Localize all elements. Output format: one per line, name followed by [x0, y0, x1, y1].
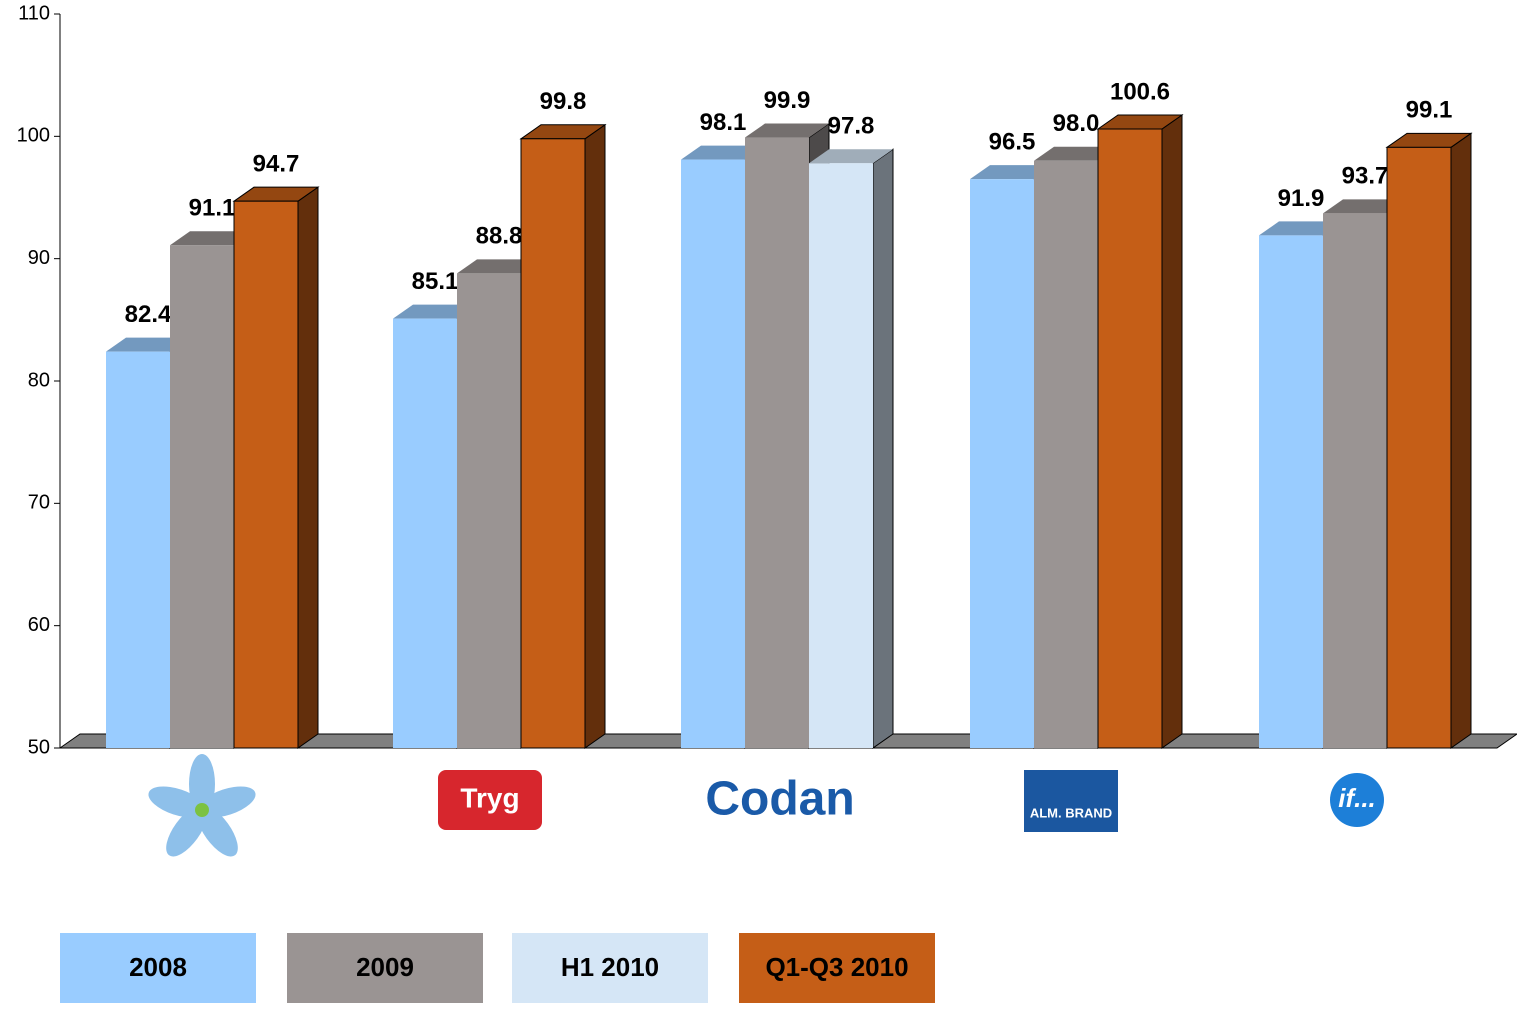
bar-top: [457, 259, 541, 274]
value-label: 96.5: [989, 128, 1036, 155]
value-label: 98.0: [1053, 110, 1100, 137]
value-label: 100.6: [1110, 78, 1170, 105]
bar: [1323, 213, 1387, 749]
bar-top: [170, 231, 254, 246]
bar: [1259, 235, 1323, 748]
y-tick-label: 80: [28, 369, 50, 391]
legend-label: 2009: [356, 952, 414, 982]
y-tick-label: 50: [28, 736, 50, 758]
y-tick-label: 70: [28, 492, 50, 514]
legend-swatch: [287, 933, 483, 1003]
value-label: 82.4: [125, 301, 172, 328]
bar: [681, 159, 745, 748]
bar-side: [1450, 132, 1472, 749]
value-label: 88.8: [476, 223, 523, 250]
y-tick-label: 110: [18, 2, 50, 24]
bar-side: [297, 186, 319, 749]
category-label: Tryg: [460, 782, 519, 813]
category-label: if...: [1338, 783, 1376, 813]
bar-top: [106, 337, 190, 352]
bar-top: [1259, 221, 1343, 236]
bar-side: [584, 123, 606, 749]
bar: [745, 137, 809, 749]
value-label: 85.1: [412, 268, 459, 295]
bar-top: [1323, 199, 1407, 214]
value-label: 99.1: [1406, 97, 1453, 124]
bar-side: [1161, 114, 1183, 749]
logo-petal: [148, 786, 207, 818]
value-label: 97.8: [828, 113, 875, 140]
bar-top: [681, 145, 765, 160]
bar: [106, 351, 170, 748]
value-label: 99.9: [764, 87, 811, 114]
bar-top: [1034, 146, 1118, 161]
category-label: Codan: [705, 773, 854, 826]
logo-center: [195, 803, 209, 817]
legend-label: H1 2010: [561, 952, 659, 982]
bar: [1097, 128, 1163, 749]
bar-top: [970, 165, 1054, 180]
logo-box: [1024, 770, 1118, 832]
value-label: 91.9: [1278, 185, 1325, 212]
bar: [520, 138, 586, 749]
value-label: 98.1: [700, 109, 747, 136]
bar-top: [809, 149, 893, 164]
value-label: 94.7: [253, 151, 300, 178]
bar: [1386, 146, 1452, 749]
bar: [1034, 160, 1098, 749]
bar: [970, 179, 1034, 748]
y-tick-label: 60: [28, 614, 50, 636]
logo-circle: [1330, 773, 1384, 827]
y-tick-label: 90: [28, 247, 50, 269]
bar: [170, 245, 234, 748]
value-label: 91.1: [189, 195, 236, 222]
legend-swatch: [60, 933, 256, 1003]
legend-swatch: [512, 933, 708, 1003]
value-label: 99.8: [540, 88, 587, 115]
y-tick-label: 100: [17, 125, 50, 147]
legend-label: Q1-Q3 2010: [765, 952, 908, 982]
bar-top: [393, 304, 477, 319]
legend-label: 2008: [129, 952, 187, 982]
bar: [809, 163, 873, 748]
logo-petal: [196, 805, 238, 857]
bar-side: [872, 148, 894, 749]
bar: [233, 200, 299, 749]
bar-top: [745, 123, 829, 138]
logo-petal: [166, 805, 208, 857]
value-label: 93.7: [1342, 163, 1389, 190]
category-label: ALM. BRAND: [1030, 805, 1112, 820]
bar: [457, 273, 521, 748]
logo-box: [438, 770, 542, 830]
bar: [393, 318, 457, 748]
legend-swatch: [739, 933, 935, 1003]
